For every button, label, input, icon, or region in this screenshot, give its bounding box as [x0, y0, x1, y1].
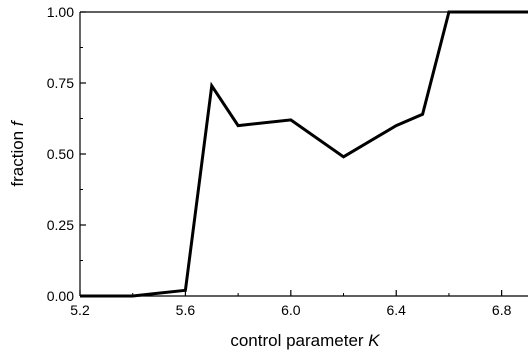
y-axis-title: fraction f [8, 119, 27, 186]
x-tick-label: 6.0 [281, 302, 301, 318]
x-tick-label: 6.4 [387, 302, 407, 318]
plot-frame [79, 11, 528, 297]
y-tick-label: 1.00 [47, 4, 74, 20]
y-axis-title-variable: f [8, 119, 27, 126]
y-tick-label: 0.75 [47, 75, 74, 91]
y-axis-title-text: fraction [8, 126, 27, 186]
y-axis: 0.00 0.25 0.50 0.75 1.00 [47, 4, 86, 304]
x-axis-title: control parameter K [230, 331, 380, 350]
x-tick-label: 6.8 [492, 302, 512, 318]
y-tick-label: 0.00 [47, 288, 74, 304]
series-layer [80, 10, 528, 298]
series-line [80, 10, 528, 298]
y-tick-label: 0.25 [47, 217, 74, 233]
x-tick-label: 5.2 [70, 302, 90, 318]
x-tick-label: 5.6 [176, 302, 196, 318]
x-axis: 5.2 5.6 6.0 6.4 6.8 [70, 290, 512, 318]
x-axis-title-text: control parameter [230, 331, 368, 350]
x-axis-title-variable: K [368, 331, 380, 350]
y-tick-label: 0.50 [47, 146, 74, 162]
